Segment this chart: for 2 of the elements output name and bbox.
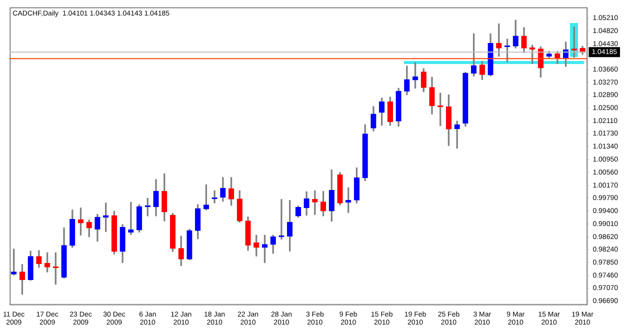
candlestick <box>128 202 134 235</box>
candlestick <box>454 120 460 149</box>
